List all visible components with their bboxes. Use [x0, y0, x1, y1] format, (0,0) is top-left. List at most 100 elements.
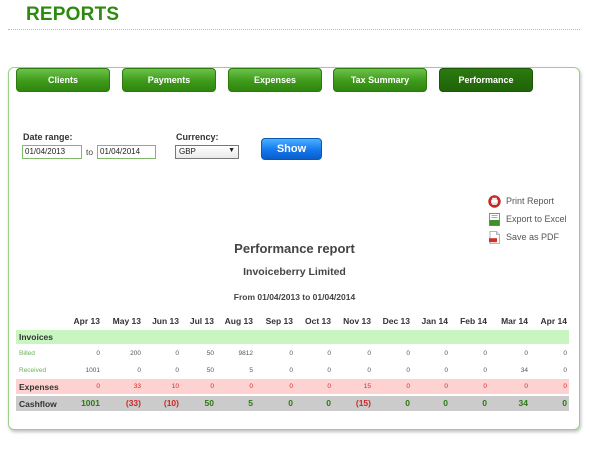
- billed-cell: 0: [406, 350, 410, 357]
- expenses-cell: 0: [563, 383, 567, 390]
- excel-icon: [489, 213, 500, 226]
- expenses-cell: 10: [171, 383, 179, 390]
- expenses-cell: 33: [133, 383, 141, 390]
- received-cell: 34: [520, 367, 528, 374]
- received-label: Received: [19, 367, 47, 374]
- expenses-cell: 0: [406, 383, 410, 390]
- page-title: REPORTS: [26, 4, 120, 25]
- date-to-separator: to: [86, 147, 94, 157]
- report-period: From 01/04/2013 to 01/04/2014: [233, 292, 356, 302]
- billed-cell: 0: [96, 350, 100, 357]
- tab-clients[interactable]: Clients: [16, 68, 110, 92]
- billed-cell: 0: [444, 350, 448, 357]
- cashflow-row: Cashflow 1001 (33) (10) 50 5 0 0 (15) 0 0 0 34 0: [16, 396, 569, 411]
- month-header: Jan 14: [421, 316, 448, 326]
- cashflow-cell: (10): [163, 398, 179, 408]
- expenses-cell: 0: [327, 383, 331, 390]
- title-divider: [8, 29, 580, 30]
- month-header: Nov 13: [343, 316, 371, 326]
- tab-expenses[interactable]: Expenses: [228, 68, 322, 92]
- month-header: Jun 13: [152, 316, 179, 326]
- expenses-cell: 0: [289, 383, 293, 390]
- month-header: Aug 13: [224, 316, 253, 326]
- company-name: Invoiceberry Limited: [243, 266, 346, 278]
- billed-cell: 200: [130, 350, 141, 357]
- currency-label: Currency:: [176, 132, 219, 142]
- received-cell: 1001: [85, 367, 100, 374]
- month-header: Mar 14: [501, 316, 528, 326]
- received-cell: 0: [563, 367, 567, 374]
- cashflow-cell: 1001: [81, 398, 100, 408]
- expenses-cell: 0: [96, 383, 100, 390]
- report-title: Performance report: [234, 241, 355, 256]
- month-header: Feb 14: [460, 316, 487, 326]
- received-cell: 5: [249, 367, 253, 374]
- expenses-cell: 0: [483, 383, 487, 390]
- billed-cell: 0: [563, 350, 567, 357]
- cashflow-cell: 50: [204, 398, 214, 408]
- cashflow-cell: 0: [443, 398, 448, 408]
- cashflow-cell: 0: [405, 398, 410, 408]
- cashflow-cell: (33): [125, 398, 141, 408]
- date-range-label: Date range:: [23, 132, 73, 142]
- pdf-icon: [489, 231, 500, 244]
- received-cell: 50: [206, 367, 214, 374]
- expenses-cell: 15: [363, 383, 371, 390]
- month-header: Oct 13: [305, 316, 331, 326]
- show-button[interactable]: Show: [261, 138, 322, 160]
- received-row: Received 1001 0 0 50 5 0 0 0 0 0 0 34 0: [16, 365, 569, 377]
- received-cell: 0: [367, 367, 371, 374]
- date-to-input[interactable]: 01/04/2014: [97, 145, 156, 159]
- billed-label: Billed: [19, 350, 35, 357]
- export-excel-label: Export to Excel: [506, 214, 567, 224]
- cashflow-cell: 0: [482, 398, 487, 408]
- expenses-label: Expenses: [19, 382, 59, 392]
- cashflow-cell: 0: [326, 398, 331, 408]
- billed-cell: 0: [524, 350, 528, 357]
- month-header: Jul 13: [189, 316, 214, 326]
- expenses-cell: 0: [210, 383, 214, 390]
- billed-row: Billed 0 200 0 50 9812 0 0 0 0 0 0 0 0: [16, 348, 569, 360]
- cashflow-cell: 0: [288, 398, 293, 408]
- received-cell: 0: [444, 367, 448, 374]
- print-report-link[interactable]: Print Report: [488, 195, 578, 209]
- expenses-row: Expenses 0 33 10 0 0 0 0 15 0 0 0 0 0: [16, 379, 569, 394]
- date-from-input[interactable]: 01/04/2013: [22, 145, 82, 159]
- cashflow-cell: 0: [562, 398, 567, 408]
- billed-cell: 50: [206, 350, 214, 357]
- month-header: Apr 14: [540, 316, 567, 326]
- expenses-cell: 0: [249, 383, 253, 390]
- billed-cell: 0: [367, 350, 371, 357]
- received-cell: 0: [327, 367, 331, 374]
- print-report-label: Print Report: [506, 196, 555, 206]
- billed-cell: 0: [289, 350, 293, 357]
- billed-cell: 0: [175, 350, 179, 357]
- received-cell: 0: [406, 367, 410, 374]
- invoices-label: Invoices: [19, 332, 54, 342]
- expenses-cell: 0: [444, 383, 448, 390]
- save-pdf-link[interactable]: Save as PDF: [488, 231, 578, 245]
- export-excel-link[interactable]: Export to Excel: [488, 213, 578, 227]
- billed-cell: 0: [483, 350, 487, 357]
- expenses-cell: 0: [524, 383, 528, 390]
- chevron-down-icon: ▼: [228, 147, 235, 154]
- received-cell: 0: [137, 367, 141, 374]
- currency-value: GBP: [179, 147, 196, 156]
- invoices-section-row: Invoices: [16, 330, 569, 344]
- cashflow-cell: (15): [355, 398, 371, 408]
- received-cell: 0: [483, 367, 487, 374]
- print-icon: [488, 195, 501, 208]
- report-panel: [8, 67, 580, 430]
- month-header: Apr 13: [73, 316, 100, 326]
- cashflow-cell: 34: [518, 398, 528, 408]
- tab-performance[interactable]: Performance: [439, 68, 533, 92]
- table-header-row: Apr 13 May 13 Jun 13 Jul 13 Aug 13 Sep 13 Oct …: [16, 314, 569, 328]
- month-header: Dec 13: [382, 316, 410, 326]
- tab-tax-summary[interactable]: Tax Summary: [333, 68, 427, 92]
- month-header: Sep 13: [265, 316, 293, 326]
- received-cell: 0: [175, 367, 179, 374]
- tab-payments[interactable]: Payments: [122, 68, 216, 92]
- save-pdf-label: Save as PDF: [506, 232, 560, 242]
- cashflow-cell: 5: [248, 398, 253, 408]
- currency-select[interactable]: GBP ▼: [175, 145, 239, 159]
